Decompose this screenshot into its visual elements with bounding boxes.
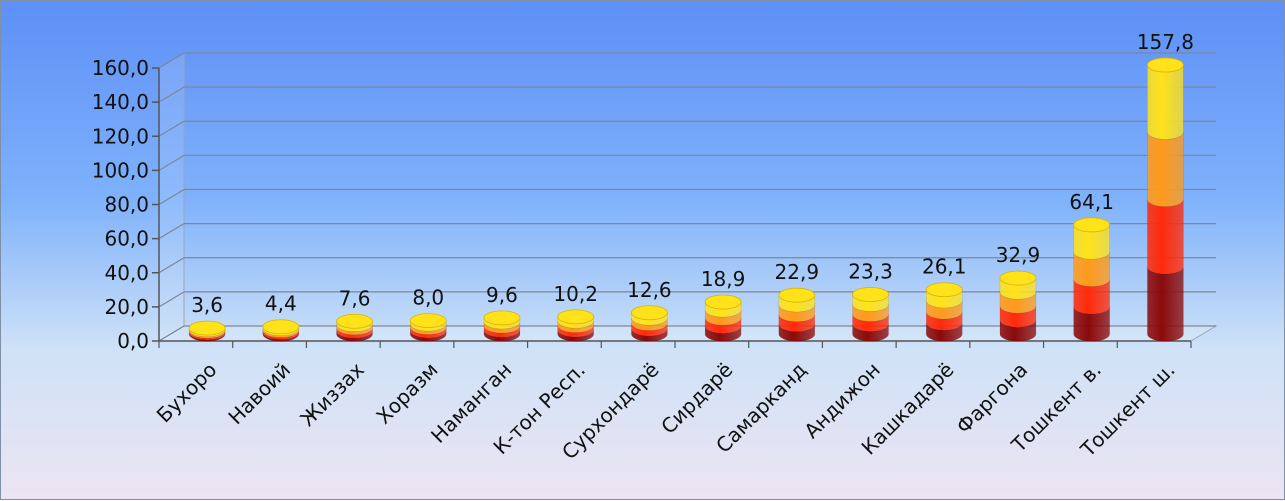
floor <box>157 325 1218 342</box>
bar <box>704 294 742 342</box>
bar <box>336 313 373 342</box>
bar-cap <box>1073 217 1111 233</box>
gridline-side <box>158 52 185 69</box>
y-tick-label: 80,0 <box>104 193 149 217</box>
bar <box>778 287 816 342</box>
y-tick-label: 0,0 <box>117 329 149 353</box>
gridline-side <box>158 223 185 240</box>
bar-cap <box>999 270 1037 286</box>
data-label: 22,9 <box>775 260 820 284</box>
x-tick-label: Жиззах <box>295 357 369 431</box>
bar <box>483 310 521 342</box>
gridline-side <box>158 120 185 137</box>
bar-cap <box>262 319 300 335</box>
bar <box>1073 217 1111 342</box>
bar-cap <box>630 305 668 321</box>
data-label: 18,9 <box>701 267 746 291</box>
y-tick-label: 60,0 <box>104 227 149 251</box>
bar-cap <box>925 282 963 298</box>
gridline-side <box>158 291 185 308</box>
bar-segment <box>1147 132 1184 207</box>
x-tick-label: Хоразм <box>371 358 442 429</box>
y-tick-label: 100,0 <box>92 158 149 182</box>
data-label: 7,6 <box>339 286 371 310</box>
gridline-side <box>158 154 185 171</box>
bar <box>925 282 963 342</box>
bar <box>1146 57 1184 342</box>
data-label: 32,9 <box>996 243 1041 267</box>
data-label: 12,6 <box>627 278 672 302</box>
bar-cap <box>852 287 889 302</box>
data-label: 23,3 <box>848 259 893 283</box>
data-label: 10,2 <box>553 282 598 306</box>
gridline-side <box>158 188 185 206</box>
bar <box>188 320 226 342</box>
bar-cap <box>188 320 226 336</box>
chart-grid <box>157 52 1218 342</box>
gridline-side <box>158 325 185 342</box>
y-tick-label: 140,0 <box>92 90 149 114</box>
bar <box>999 270 1037 342</box>
bar-cap <box>336 313 373 329</box>
y-tick-label: 160,0 <box>92 56 149 80</box>
bar <box>557 309 595 342</box>
bar-segment <box>1147 64 1184 140</box>
bar <box>630 305 668 342</box>
x-tick-label: Бухоро <box>152 358 222 428</box>
bar-cap <box>1146 57 1184 73</box>
gridline-side <box>158 86 185 103</box>
bar <box>409 313 447 342</box>
data-label: 9,6 <box>486 283 518 307</box>
data-label: 26,1 <box>922 255 967 279</box>
bar-cap <box>557 309 595 325</box>
bar <box>262 319 300 342</box>
bar-segment <box>1147 266 1184 342</box>
y-tick-label: 40,0 <box>104 261 149 285</box>
bar-cap <box>409 313 447 329</box>
bar <box>852 287 889 342</box>
gridline-side <box>158 257 185 274</box>
y-tick-label: 120,0 <box>92 124 149 148</box>
bar-cap <box>483 310 521 326</box>
bar-cap <box>704 294 742 310</box>
data-label: 4,4 <box>265 292 297 316</box>
data-label: 8,0 <box>412 286 444 310</box>
data-label: 157,8 <box>1137 30 1194 54</box>
bar-segment <box>1147 199 1184 275</box>
x-tick-label: Навоий <box>223 358 295 430</box>
data-label: 64,1 <box>1069 190 1114 214</box>
y-tick-label: 20,0 <box>104 295 149 319</box>
data-label: 3,6 <box>191 293 223 317</box>
bar-cap <box>778 287 816 303</box>
